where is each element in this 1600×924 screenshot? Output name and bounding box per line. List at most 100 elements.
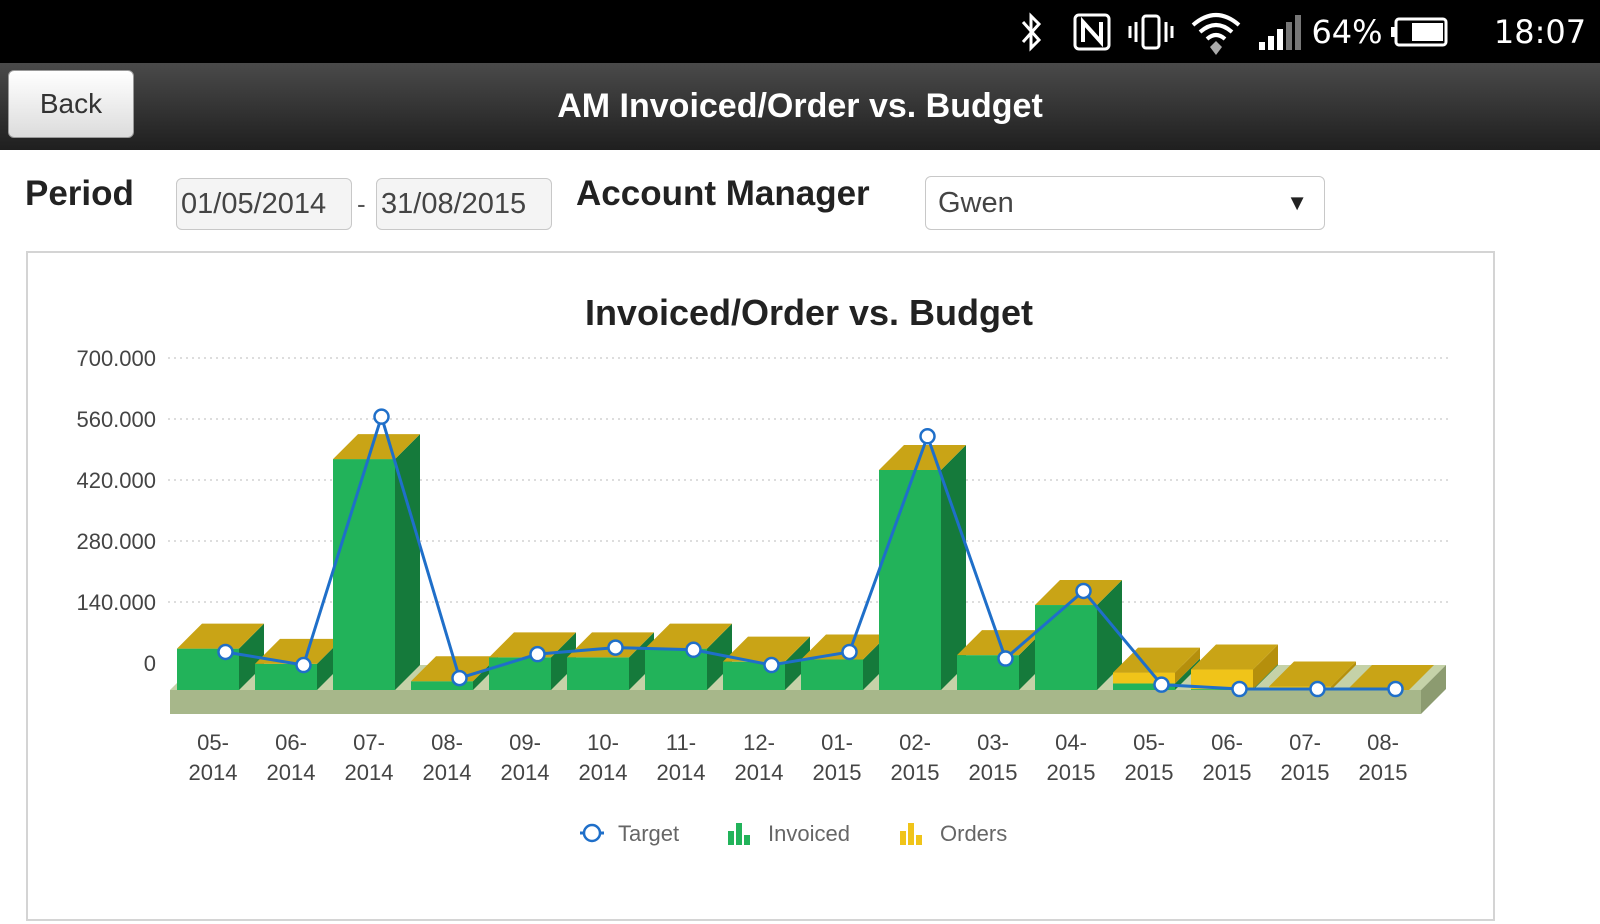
date-to-input[interactable]: 31/08/2015 [376, 178, 552, 230]
x-tick-label: 02- [899, 730, 931, 755]
bar-invoiced-side [1097, 580, 1122, 690]
legend-orders-icon [908, 823, 914, 845]
legend-invoiced-label: Invoiced [768, 821, 850, 846]
x-tick-label: 05- [197, 730, 229, 755]
bar-orders-side [1175, 647, 1200, 684]
x-tick-label: 2014 [423, 760, 472, 785]
x-tick-label: 08- [431, 730, 463, 755]
date-separator: - [357, 188, 366, 219]
bar-invoiced-side [551, 632, 576, 690]
bar-invoiced-side [707, 623, 732, 690]
chart-floor-front [170, 690, 1421, 714]
bar-invoiced-side [395, 434, 420, 690]
y-tick-label: 420.000 [76, 468, 156, 493]
x-tick-label: 07- [353, 730, 385, 755]
target-point [1231, 680, 1248, 698]
target-point [763, 656, 780, 674]
x-tick-label: 2014 [579, 760, 628, 785]
account-manager-select[interactable]: Gwen ▼ [925, 176, 1325, 230]
bar-top-cap [1269, 661, 1356, 687]
bar-top-cap [1347, 665, 1434, 690]
legend-target-label: Target [618, 821, 679, 846]
legend-invoiced-icon [728, 831, 734, 845]
legend-invoiced-icon [744, 835, 750, 845]
x-tick-label: 2015 [813, 760, 862, 785]
y-tick-label: 0 [144, 651, 156, 676]
target-point [607, 639, 624, 656]
bar-top-cap [1191, 644, 1278, 670]
bar-invoiced [1035, 605, 1097, 690]
x-tick-label: 10- [587, 730, 619, 755]
legend-orders-label: Orders [940, 821, 1007, 846]
x-tick-label: 07- [1289, 730, 1321, 755]
target-point [841, 643, 858, 661]
chart-title: Invoiced/Order vs. Budget [585, 292, 1033, 333]
x-tick-label: 06- [1211, 730, 1243, 755]
legend-orders-icon [900, 831, 906, 845]
dropdown-arrow-icon: ▼ [1286, 190, 1308, 215]
bar-orders-side [1253, 644, 1278, 690]
x-tick-label: 09- [509, 730, 541, 755]
target-point [1153, 676, 1170, 693]
account-manager-label: Account Manager [576, 174, 870, 213]
x-tick-label: 04- [1055, 730, 1087, 755]
date-from-input[interactable]: 01/05/2014 [176, 178, 352, 230]
nfc-icon [1070, 0, 1114, 63]
target-point [919, 428, 936, 445]
target-point [997, 650, 1014, 667]
filter-bar: Period 01/05/2014 - 31/08/2015 Account M… [0, 150, 1600, 245]
bar-invoiced [879, 469, 941, 690]
chart-floor-side [1421, 665, 1446, 714]
bar-top-cap [723, 636, 810, 662]
target-point [1387, 680, 1404, 698]
target-point [1309, 680, 1326, 698]
x-tick-label: 2015 [1359, 760, 1408, 785]
bar-invoiced [801, 659, 863, 690]
target-point [529, 645, 546, 663]
bar-top-cap [255, 638, 342, 664]
bar-invoiced-side [941, 444, 966, 690]
y-tick-label: 700.000 [76, 346, 156, 371]
x-tick-label: 08- [1367, 730, 1399, 755]
x-tick-label: 2014 [345, 760, 394, 785]
x-tick-label: 2014 [657, 760, 706, 785]
x-tick-label: 2014 [267, 760, 316, 785]
x-tick-label: 2015 [1281, 760, 1330, 785]
target-point [1075, 582, 1092, 600]
bar-orders-side [1331, 661, 1356, 690]
bar-invoiced [333, 459, 395, 690]
x-tick-label: 2014 [189, 760, 238, 785]
legend-orders-icon [916, 835, 922, 845]
x-tick-label: 2015 [969, 760, 1018, 785]
status-bar: 64% 18:07 [0, 0, 1600, 63]
bar-top-cap [645, 623, 732, 649]
back-button[interactable]: Back [8, 70, 134, 138]
x-tick-label: 2015 [1125, 760, 1174, 785]
chart: Invoiced/Order vs. Budget 0 140.000 280.00… [76, 292, 1448, 846]
x-tick-label: 03- [977, 730, 1009, 755]
account-manager-value: Gwen [938, 186, 1014, 219]
bar-invoiced [1113, 683, 1175, 690]
y-tick-label: 140.000 [76, 590, 156, 615]
bar-top-cap [333, 434, 420, 460]
bar-invoiced-side [1253, 664, 1278, 690]
x-tick-label: 01- [821, 730, 853, 755]
target-point [685, 641, 702, 659]
page-title: AM Invoiced/Order vs. Budget [557, 87, 1043, 125]
x-tick-label: 2015 [1047, 760, 1096, 785]
bar-top-cap [177, 623, 264, 649]
x-tick-label: 2015 [1203, 760, 1252, 785]
x-tick-label: 12- [743, 730, 775, 755]
title-bar: Back AM Invoiced/Order vs. Budget [0, 63, 1600, 150]
y-tick-label: 560.000 [76, 407, 156, 432]
period-label: Period [25, 174, 134, 213]
battery-icon [1388, 0, 1452, 63]
bar-invoiced [567, 657, 629, 690]
target-point [373, 408, 390, 425]
bar-orders [1113, 672, 1175, 684]
legend-target-marker [582, 823, 602, 843]
target-line [225, 411, 1396, 691]
bar-invoiced [489, 657, 551, 690]
target-point [217, 643, 234, 661]
bar-top-cap [489, 632, 576, 658]
